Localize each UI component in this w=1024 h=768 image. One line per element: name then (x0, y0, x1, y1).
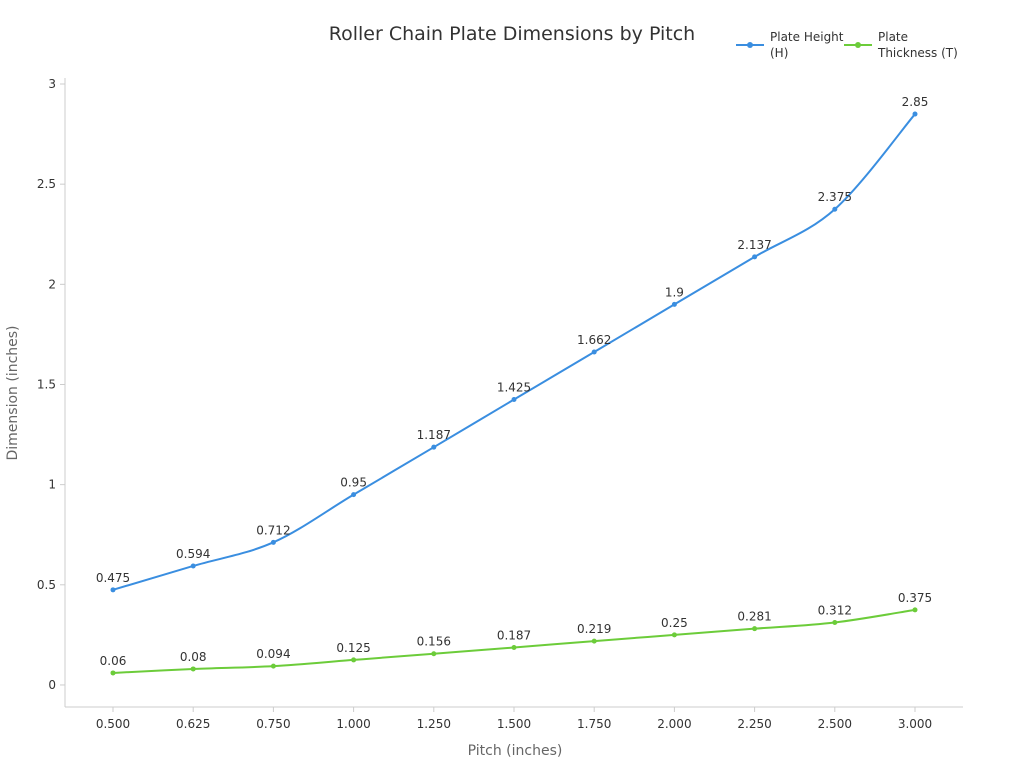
data-label: 0.95 (340, 476, 367, 490)
y-tick-label: 0 (48, 678, 56, 692)
data-label: 1.187 (417, 428, 451, 442)
point (591, 349, 597, 355)
point (511, 645, 517, 651)
point (752, 254, 758, 260)
x-tick-label: 0.750 (256, 717, 290, 731)
x-tick-label: 2.000 (657, 717, 691, 731)
data-label: 0.281 (737, 610, 771, 624)
chart-title: Roller Chain Plate Dimensions by Pitch (329, 23, 695, 45)
point (591, 638, 597, 644)
y-axis-title: Dimension (inches) (5, 325, 21, 460)
legend-swatch (844, 42, 872, 48)
point (431, 651, 437, 657)
y-tick-label: 2 (48, 277, 56, 291)
x-tick-label: 1.250 (417, 717, 451, 731)
legend-swatch (736, 42, 764, 48)
point (190, 666, 196, 672)
point (110, 587, 116, 593)
y-tick-label: 1 (48, 478, 56, 492)
point (912, 111, 918, 117)
series-line (112, 113, 916, 591)
data-label: 1.662 (577, 333, 611, 347)
data-label: 0.25 (661, 616, 688, 630)
data-label: 0.594 (176, 547, 210, 561)
x-tick-label: 0.500 (96, 717, 130, 731)
y-tick-label: 1.5 (37, 377, 56, 391)
data-label: 0.312 (818, 603, 852, 617)
point (270, 539, 276, 545)
point (270, 663, 276, 669)
y-tick-label: 0.5 (37, 578, 56, 592)
x-tick-label: 2.250 (737, 717, 771, 731)
y-tick-label: 2.5 (37, 177, 56, 191)
data-label: 0.125 (336, 641, 370, 655)
legend-label: Plate Height (H) (770, 30, 844, 60)
point (431, 444, 437, 450)
x-tick-label: 3.000 (898, 717, 932, 731)
y-tick-label: 3 (48, 77, 56, 91)
legend-item: Plate Thickness (T) (844, 29, 962, 61)
data-label: 2.375 (818, 190, 852, 204)
data-label: 0.06 (100, 654, 127, 668)
x-tick-label: 2.500 (818, 717, 852, 731)
point (351, 657, 357, 663)
data-label: 0.475 (96, 571, 130, 585)
x-tick-label: 1.000 (336, 717, 370, 731)
x-tick-label: 0.625 (176, 717, 210, 731)
data-label: 0.187 (497, 629, 531, 643)
x-tick-label: 1.500 (497, 717, 531, 731)
x-tick-label: 1.750 (577, 717, 611, 731)
data-label: 0.08 (180, 650, 207, 664)
data-label: 1.9 (665, 285, 684, 299)
point (832, 206, 838, 212)
legend-label: Plate Thickness (T) (878, 30, 958, 60)
data-label: 0.094 (256, 647, 290, 661)
point (190, 563, 196, 569)
point (511, 397, 517, 403)
data-label: 0.375 (898, 591, 932, 605)
point (832, 619, 838, 625)
data-label: 2.85 (902, 95, 929, 109)
point (752, 626, 758, 632)
x-axis-title: Pitch (inches) (468, 743, 563, 759)
data-label: 0.712 (256, 523, 290, 537)
point (671, 301, 677, 307)
point (110, 670, 116, 676)
data-label: 1.425 (497, 381, 531, 395)
data-label: 0.156 (417, 635, 451, 649)
point (671, 632, 677, 638)
data-label: 2.137 (737, 238, 771, 252)
point (351, 492, 357, 498)
legend-item: Plate Height (H) (736, 29, 854, 61)
data-label: 0.219 (577, 622, 611, 636)
point (912, 607, 918, 613)
